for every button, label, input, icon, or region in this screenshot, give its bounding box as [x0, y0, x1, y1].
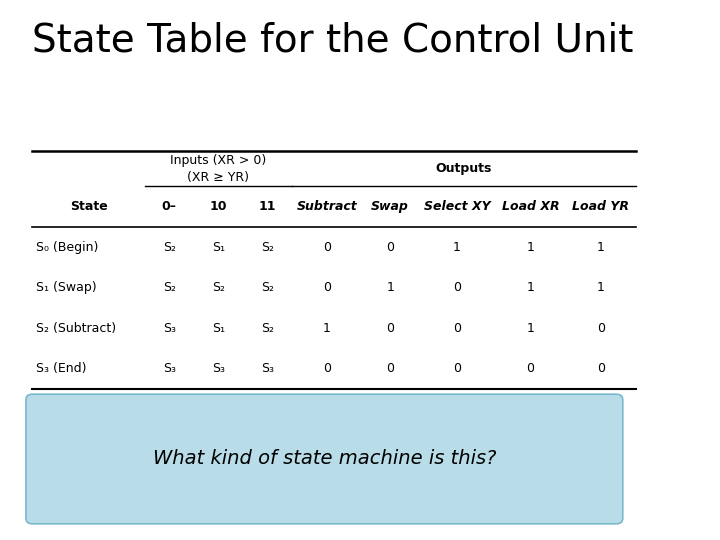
- Text: Select XY: Select XY: [423, 200, 490, 213]
- Text: 1: 1: [453, 240, 461, 254]
- Text: S₃: S₃: [163, 321, 176, 335]
- Text: Outputs: Outputs: [436, 162, 492, 176]
- Text: S₂: S₂: [163, 281, 176, 294]
- Text: What kind of state machine is this?: What kind of state machine is this?: [153, 449, 496, 469]
- Text: 0: 0: [453, 362, 461, 375]
- Text: 0: 0: [597, 321, 605, 335]
- Text: 0: 0: [597, 362, 605, 375]
- Text: Subtract: Subtract: [297, 200, 357, 213]
- Text: 0: 0: [386, 362, 395, 375]
- Text: S₂: S₂: [261, 240, 274, 254]
- Text: 0: 0: [453, 281, 461, 294]
- Text: 1: 1: [386, 281, 394, 294]
- Text: S₂: S₂: [261, 321, 274, 335]
- Text: S₃: S₃: [163, 362, 176, 375]
- Text: 0: 0: [386, 240, 395, 254]
- Text: S₀ (Begin): S₀ (Begin): [36, 240, 98, 254]
- FancyBboxPatch shape: [26, 394, 623, 524]
- Text: 0: 0: [323, 281, 331, 294]
- Text: Inputs (XR > 0)
(XR ≥ YR): Inputs (XR > 0) (XR ≥ YR): [170, 154, 266, 184]
- Text: 0: 0: [453, 321, 461, 335]
- Text: S₃: S₃: [261, 362, 274, 375]
- Text: State: State: [70, 200, 107, 213]
- Text: 0: 0: [526, 362, 534, 375]
- Text: 0: 0: [323, 362, 331, 375]
- Text: S₂: S₂: [261, 281, 274, 294]
- Text: 0: 0: [323, 240, 331, 254]
- Text: 1: 1: [526, 321, 534, 335]
- Text: S₂: S₂: [212, 281, 225, 294]
- Text: 1: 1: [323, 321, 331, 335]
- Text: 10: 10: [210, 200, 227, 213]
- Text: 1: 1: [526, 281, 534, 294]
- Text: S₂: S₂: [163, 240, 176, 254]
- Text: State Table for the Control Unit: State Table for the Control Unit: [32, 22, 634, 59]
- Text: Load YR: Load YR: [572, 200, 629, 213]
- Text: Swap: Swap: [372, 200, 409, 213]
- Text: 0–: 0–: [162, 200, 176, 213]
- Text: 1: 1: [597, 240, 605, 254]
- Text: Load XR: Load XR: [502, 200, 559, 213]
- Text: S₃ (End): S₃ (End): [36, 362, 86, 375]
- Text: S₃: S₃: [212, 362, 225, 375]
- Text: 0: 0: [386, 321, 395, 335]
- Text: 1: 1: [526, 240, 534, 254]
- Text: S₂ (Subtract): S₂ (Subtract): [36, 321, 116, 335]
- Text: 11: 11: [258, 200, 276, 213]
- Text: 1: 1: [597, 281, 605, 294]
- Text: S₁: S₁: [212, 321, 225, 335]
- Text: S₁ (Swap): S₁ (Swap): [36, 281, 96, 294]
- Text: S₁: S₁: [212, 240, 225, 254]
